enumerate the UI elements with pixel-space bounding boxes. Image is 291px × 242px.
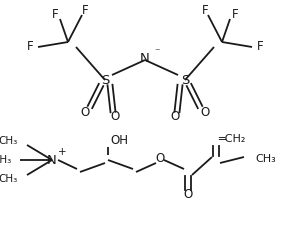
- Text: F: F: [82, 3, 88, 16]
- Text: O: O: [80, 106, 90, 119]
- Text: F: F: [27, 40, 33, 53]
- Text: ═CH₂: ═CH₂: [218, 134, 245, 144]
- Text: CH₃: CH₃: [0, 174, 18, 184]
- Text: N: N: [47, 153, 57, 166]
- Text: CH₃: CH₃: [0, 155, 12, 165]
- Text: +: +: [58, 147, 66, 157]
- Text: ⁻: ⁻: [154, 47, 160, 57]
- Text: CH₃: CH₃: [0, 136, 18, 146]
- Text: S: S: [181, 74, 189, 86]
- Text: O: O: [110, 111, 120, 123]
- Text: F: F: [202, 3, 208, 16]
- Text: O: O: [155, 151, 165, 165]
- Text: O: O: [170, 111, 180, 123]
- Text: OH: OH: [110, 134, 128, 146]
- Text: F: F: [257, 40, 263, 53]
- Text: O: O: [200, 106, 210, 119]
- Text: F: F: [232, 8, 238, 21]
- Text: N: N: [140, 52, 150, 65]
- Text: CH₃: CH₃: [255, 154, 276, 164]
- Text: O: O: [183, 188, 193, 201]
- Text: F: F: [52, 8, 58, 21]
- Text: S: S: [101, 74, 109, 86]
